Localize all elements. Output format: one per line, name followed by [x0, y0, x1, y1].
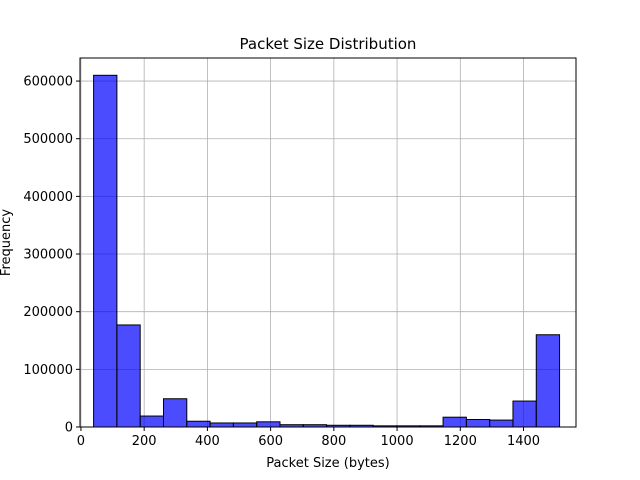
x-tick-label: 1000: [381, 434, 414, 449]
x-tick-label: 400: [195, 434, 220, 449]
y-tick-label: 100000: [23, 363, 73, 378]
y-tick-label: 600000: [23, 75, 73, 90]
histogram-bar: [93, 74, 118, 428]
y-tick-label: 0: [65, 421, 73, 436]
histogram-bar: [442, 416, 467, 428]
histogram-bar: [489, 419, 514, 428]
x-tick-label: 200: [132, 434, 157, 449]
x-tick-label: 600: [258, 434, 283, 449]
y-tick-label: 400000: [23, 190, 73, 205]
histogram-bar: [162, 398, 188, 428]
histogram-bar: [256, 421, 281, 428]
histogram-bar: [139, 415, 164, 428]
x-tick-label: 800: [321, 434, 346, 449]
x-axis-label: Packet Size (bytes): [266, 456, 389, 471]
x-axis-ticks: 0 200 400 600 800 1000 1200 1400: [77, 427, 540, 449]
y-axis-label: Frequency: [0, 209, 14, 276]
histogram-bar: [512, 400, 537, 428]
y-tick-label: 300000: [23, 248, 73, 263]
histogram-bar: [232, 422, 258, 428]
histogram-bar: [186, 420, 211, 428]
histogram-bar: [116, 324, 141, 428]
y-tick-label: 200000: [23, 305, 73, 320]
x-tick-label: 1200: [444, 434, 477, 449]
histogram-bar: [535, 334, 561, 428]
x-tick-label: 1400: [507, 434, 540, 449]
chart-title: Packet Size Distribution: [240, 35, 417, 53]
y-axis-ticks: 0 100000 200000 300000 400000 500000 600000: [23, 75, 80, 436]
y-tick-label: 500000: [23, 132, 73, 147]
histogram-bars: [93, 74, 561, 428]
histogram-bar: [209, 422, 234, 428]
x-tick-label: 0: [77, 434, 85, 449]
plot-frame: [79, 57, 577, 428]
histogram-bar: [465, 419, 491, 428]
plot-area: [80, 58, 576, 427]
